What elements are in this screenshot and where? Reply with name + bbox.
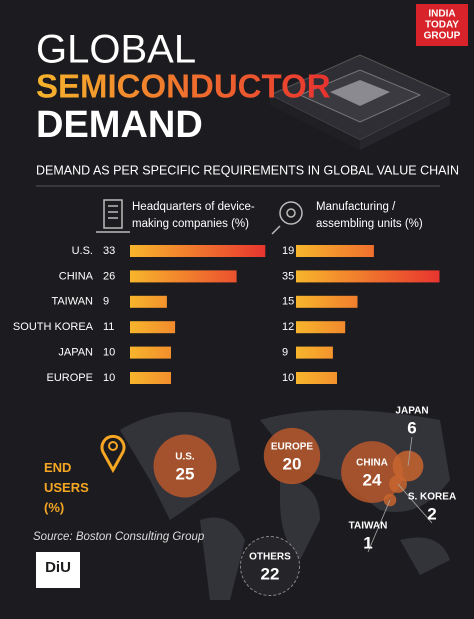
bubble-value: 25 — [176, 464, 195, 483]
bubble-label: U.S. — [175, 452, 195, 463]
title-line: GLOBAL — [36, 28, 196, 72]
category-label: U.S. — [72, 245, 93, 257]
title-line: DEMAND — [36, 104, 203, 146]
category-label: TAIWAN — [51, 296, 93, 308]
bubble — [153, 434, 217, 498]
bar — [296, 346, 333, 359]
bar — [296, 245, 374, 257]
building-icon — [96, 199, 130, 233]
bar — [130, 295, 167, 308]
value-label: 12 — [282, 321, 294, 333]
series-header: Headquarters of device-making companies … — [132, 201, 255, 230]
brand: TODAY — [425, 20, 459, 31]
bar — [130, 270, 237, 283]
brand: INDIA — [428, 9, 455, 20]
location-pin — [100, 434, 126, 474]
category-label: SOUTH KOREA — [13, 321, 94, 333]
value-label: 9 — [103, 296, 109, 308]
bubble-value: 22 — [261, 564, 280, 583]
bar — [296, 372, 337, 384]
category-label: JAPAN — [58, 347, 93, 359]
bubble-label: TAIWAN — [349, 521, 388, 532]
bar — [296, 270, 440, 283]
bubble — [341, 441, 403, 503]
value-label: 11 — [103, 321, 114, 333]
bubble-label: EUROPE — [271, 442, 314, 453]
bar — [130, 346, 171, 359]
value-label: 26 — [103, 270, 115, 282]
bar — [296, 295, 358, 308]
value-label: 19 — [282, 245, 294, 257]
value-label: 10 — [282, 372, 294, 384]
value-label: 15 — [282, 296, 294, 308]
logo: DiU — [45, 559, 71, 576]
value-label: 35 — [282, 270, 294, 282]
value-label: 9 — [282, 347, 288, 359]
bubble-label: CHINA — [356, 458, 388, 469]
bubble-value: 6 — [407, 418, 416, 437]
bubble-value: 20 — [283, 454, 302, 473]
bubble-value: 1 — [363, 533, 372, 552]
value-label: 33 — [103, 245, 115, 257]
bubble — [263, 427, 321, 485]
bar — [130, 321, 176, 334]
bar — [130, 372, 171, 384]
value-label: 10 — [103, 347, 115, 359]
source: Source: Boston Consulting Group — [33, 531, 205, 543]
bubble-label: S. KOREA — [408, 492, 456, 503]
leader-line — [367, 499, 391, 553]
leader-line — [407, 436, 413, 467]
subtitle: DEMAND AS PER SPECIFIC REQUIREMENTS IN G… — [36, 163, 459, 177]
bubble-value: 24 — [363, 470, 382, 489]
series-header: Manufacturing / assembling units (%) — [316, 201, 423, 230]
title-line: SEMICONDUCTOR — [36, 68, 331, 105]
bubble — [239, 535, 301, 597]
chip-graphic — [268, 54, 452, 150]
bar — [296, 321, 346, 334]
bubble-title: END USERS (%) — [44, 460, 89, 515]
gear-icon — [271, 201, 303, 235]
category-label: EUROPE — [47, 372, 93, 384]
bubble-value: 2 — [427, 504, 436, 523]
value-label: 10 — [103, 372, 115, 384]
brand-box — [416, 4, 468, 46]
bubble-label: OTHERS — [249, 552, 291, 563]
bar — [130, 245, 266, 257]
brand: GROUP — [424, 31, 461, 42]
logo-box — [36, 552, 80, 588]
leader-line — [397, 483, 433, 524]
category-label: CHINA — [59, 270, 94, 282]
bubble-label: JAPAN — [395, 406, 428, 417]
